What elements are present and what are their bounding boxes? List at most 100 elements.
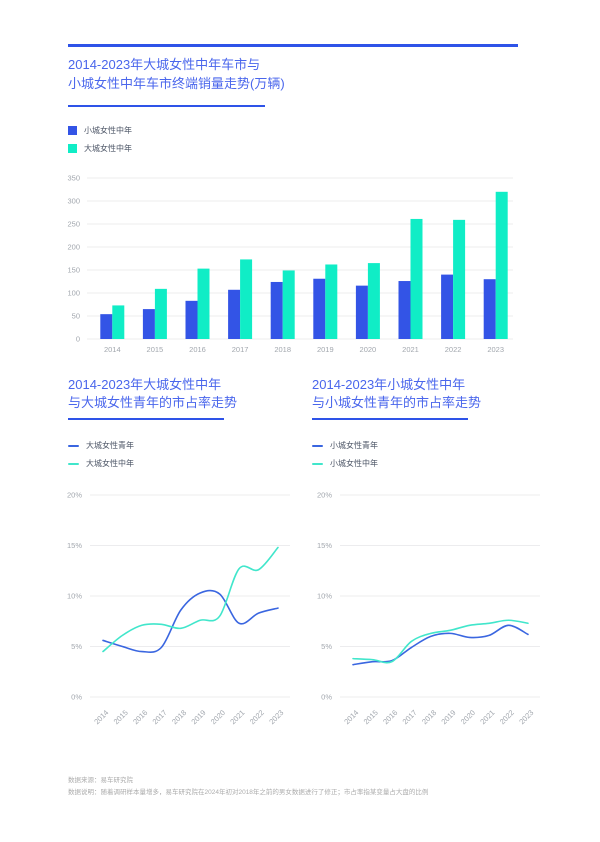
legend-label: 大城女性中年	[84, 144, 132, 153]
legend-line-icon	[68, 444, 79, 447]
bar-small-city-midlife	[142, 309, 155, 339]
y-axis-tick-label: 250	[67, 220, 80, 229]
legend-label: 大城女性青年	[86, 441, 134, 450]
x-axis-tick-label: 2016	[381, 708, 399, 726]
y-axis-tick-label: 15%	[317, 541, 332, 550]
y-axis-tick-label: 200	[67, 243, 80, 252]
x-axis-tick-label: 2017	[232, 345, 249, 354]
trend-line	[102, 546, 279, 653]
x-axis-tick-label: 2023	[487, 345, 504, 354]
x-axis-tick-label: 2015	[112, 708, 130, 726]
x-axis-tick-label: 2023	[517, 708, 535, 726]
x-axis-tick-label: 2018	[274, 345, 291, 354]
data-source-note: 数据来源：易车研究院	[68, 777, 133, 784]
x-axis-tick-label: 2014	[342, 708, 360, 726]
x-axis-tick-label: 2016	[131, 708, 149, 726]
y-axis-tick-label: 350	[67, 174, 80, 183]
bar-big-city-midlife	[282, 270, 295, 339]
x-axis-tick-label: 2018	[420, 708, 438, 726]
footnote: 数据来源：易车研究院 数据说明：随着调研样本量增多，易车研究院在2024年初对2…	[68, 775, 428, 798]
page-title: 2014-2023年大城女性中年车市与小城女性中年车市终端销量走势(万辆)	[68, 55, 285, 93]
legend-label: 小城女性青年	[330, 441, 378, 450]
x-axis-tick-label: 2020	[360, 345, 377, 354]
bar-big-city-midlife	[112, 305, 125, 339]
y-axis-tick-label: 10%	[317, 592, 332, 601]
y-axis-tick-label: 5%	[321, 642, 332, 651]
small-city-share-line-chart: 0%5%10%15%20%2014 2015 2016 2017 2018 2019 202…	[317, 491, 540, 726]
x-axis-tick-label: 2023	[267, 708, 285, 726]
right-line-chart-legend: 小城女性青年 小城女性中年	[312, 440, 378, 469]
x-axis-tick-label: 2019	[317, 345, 334, 354]
bar-small-city-midlife	[270, 281, 283, 339]
bar-big-city-midlife	[367, 263, 380, 339]
bar-small-city-midlife	[313, 278, 326, 339]
x-axis-tick-label: 2022	[445, 345, 462, 354]
y-axis-tick-label: 10%	[67, 592, 82, 601]
x-axis-tick-label: 2019	[439, 708, 457, 726]
left-chart-title-line1: 2014-2023年大城女性中年	[68, 377, 222, 392]
x-axis-tick-label: 2022	[248, 708, 266, 726]
legend-line-icon	[68, 462, 79, 465]
legend-item: 大城女性中年	[68, 143, 132, 154]
y-axis-tick-label: 15%	[67, 541, 82, 550]
x-axis-tick-label: 2021	[478, 708, 496, 726]
bar-big-city-midlife	[453, 219, 466, 339]
legend-swatch-icon	[68, 126, 77, 135]
bar-small-city-midlife	[483, 279, 496, 339]
legend-item: 大城女性中年	[68, 458, 134, 469]
bar-big-city-midlife	[197, 268, 210, 339]
legend-swatch-icon	[68, 144, 77, 153]
bar-big-city-midlife	[154, 288, 167, 339]
y-axis-tick-label: 0	[76, 335, 80, 344]
title-underline	[68, 105, 265, 107]
y-axis-tick-label: 50	[72, 312, 80, 321]
x-axis-tick-label: 2021	[228, 708, 246, 726]
bar-small-city-midlife	[185, 300, 198, 339]
x-axis-tick-label: 2018	[170, 708, 188, 726]
x-axis-tick-label: 2020	[459, 708, 477, 726]
bar-big-city-midlife	[410, 218, 423, 339]
bar-small-city-midlife	[100, 314, 113, 339]
legend-item: 大城女性青年	[68, 440, 134, 451]
x-axis-tick-label: 2015	[362, 708, 380, 726]
left-chart-title: 2014-2023年大城女性中年与大城女性青年的市占率走势	[68, 376, 237, 412]
legend-label: 小城女性中年	[330, 459, 378, 468]
y-axis-tick-label: 5%	[71, 642, 82, 651]
right-chart-title-line1: 2014-2023年小城女性中年	[312, 377, 466, 392]
legend-item: 小城女性青年	[312, 440, 378, 451]
bar-big-city-midlife	[325, 264, 338, 339]
x-axis-tick-label: 2015	[147, 345, 164, 354]
y-axis-tick-label: 300	[67, 197, 80, 206]
x-axis-tick-label: 2017	[401, 708, 419, 726]
right-chart-title-underline	[312, 418, 468, 420]
big-city-share-line-chart: 0%5%10%15%20%2014 2015 2016 2017 2018 2019 202…	[67, 491, 290, 726]
bar-small-city-midlife	[441, 274, 454, 339]
trend-line	[352, 619, 529, 664]
left-line-chart-legend: 大城女性青年大城女性中年	[68, 440, 134, 469]
legend-label: 小城女性中年	[84, 126, 132, 135]
page-title-line1: 2014-2023年大城女性中年车市与	[68, 57, 261, 72]
page-title-line2: 小城女性中年车市终端销量走势(万辆)	[68, 76, 285, 91]
sales-bar-chart: 0 50 100 150 200 250 300 350 2014 2015 2016 2017 201…	[67, 174, 513, 354]
y-axis-tick-label: 0%	[71, 693, 82, 702]
right-chart-title: 2014-2023年小城女性中年与小城女性青年的市占率走势	[312, 376, 481, 412]
y-axis-tick-label: 20%	[317, 491, 332, 500]
legend-item: 小城女性中年	[68, 125, 132, 136]
bar-small-city-midlife	[228, 289, 241, 339]
x-axis-tick-label: 2014	[104, 345, 121, 354]
bar-small-city-midlife	[398, 281, 411, 339]
x-axis-tick-label: 2016	[189, 345, 206, 354]
x-axis-tick-label: 2022	[498, 708, 516, 726]
bar-big-city-midlife	[495, 191, 508, 339]
bar-big-city-midlife	[240, 259, 253, 339]
legend-line-icon	[312, 462, 323, 465]
legend-line-icon	[312, 444, 323, 447]
left-chart-title-underline	[68, 418, 224, 420]
left-chart-title-line2: 与大城女性青年的市占率走势	[68, 395, 238, 410]
x-axis-tick-label: 2019	[189, 708, 207, 726]
y-axis-tick-label: 0%	[321, 693, 332, 702]
trend-line	[102, 589, 279, 653]
right-chart-title-line2: 与小城女性青年的市占率走势	[312, 395, 482, 410]
x-axis-tick-label: 2017	[151, 708, 169, 726]
